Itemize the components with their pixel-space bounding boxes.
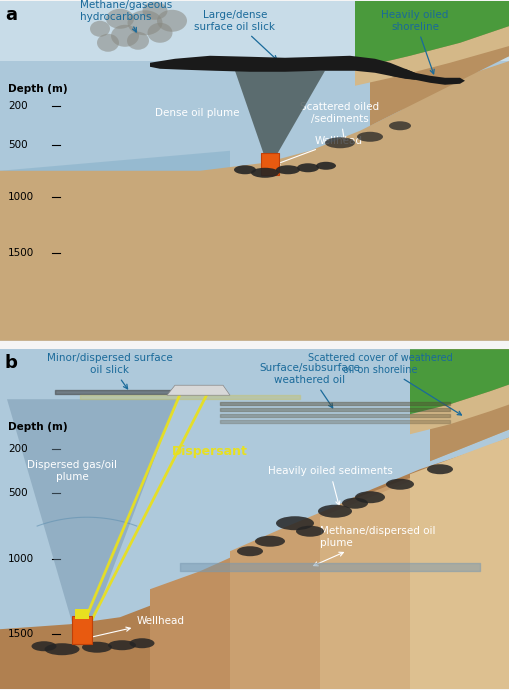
Polygon shape (409, 437, 509, 689)
Polygon shape (429, 349, 509, 461)
Ellipse shape (388, 121, 410, 130)
Ellipse shape (295, 526, 323, 537)
Polygon shape (7, 400, 177, 629)
Polygon shape (0, 61, 509, 341)
Text: a: a (5, 6, 17, 23)
Ellipse shape (108, 640, 136, 650)
Text: Dispersant: Dispersant (172, 445, 247, 457)
Ellipse shape (97, 34, 119, 52)
Ellipse shape (254, 535, 285, 546)
Ellipse shape (157, 10, 187, 32)
Text: Depth (m): Depth (m) (8, 422, 68, 432)
Ellipse shape (44, 643, 79, 656)
Text: Scattered cover of weathered
oil on shoreline: Scattered cover of weathered oil on shor… (307, 353, 461, 415)
Polygon shape (0, 61, 509, 241)
Text: b: b (5, 354, 18, 372)
Polygon shape (409, 349, 509, 414)
Polygon shape (319, 444, 509, 689)
Text: 200: 200 (8, 444, 27, 454)
Polygon shape (166, 385, 230, 395)
Polygon shape (150, 444, 509, 689)
Text: Surface/subsurface
weathered oil: Surface/subsurface weathered oil (259, 364, 360, 408)
Text: Minor/dispersed surface
oil slick: Minor/dispersed surface oil slick (47, 353, 173, 389)
Text: Large/dense
surface oil slick: Large/dense surface oil slick (194, 10, 276, 60)
Polygon shape (354, 26, 509, 86)
Bar (75, 609, 89, 619)
Text: Wellhead: Wellhead (84, 616, 185, 639)
Text: Wellhead: Wellhead (275, 136, 362, 165)
Ellipse shape (250, 168, 278, 178)
Text: 500: 500 (8, 140, 27, 150)
Text: Methane/dispersed oil
plume: Methane/dispersed oil plume (313, 526, 435, 566)
Polygon shape (0, 349, 509, 689)
Ellipse shape (296, 164, 318, 172)
Polygon shape (429, 349, 509, 461)
Polygon shape (0, 151, 230, 241)
Ellipse shape (127, 10, 162, 35)
Ellipse shape (82, 642, 112, 653)
Ellipse shape (426, 464, 452, 474)
Ellipse shape (275, 516, 314, 530)
Ellipse shape (147, 23, 172, 43)
Text: Scattered oiled
/sediments: Scattered oiled /sediments (300, 102, 379, 141)
Bar (261, 152, 278, 175)
Polygon shape (230, 444, 509, 689)
Ellipse shape (142, 2, 167, 20)
Text: Dense oil plume: Dense oil plume (155, 108, 239, 118)
Ellipse shape (111, 25, 139, 47)
Text: 1500: 1500 (8, 629, 34, 639)
Ellipse shape (32, 641, 56, 651)
Ellipse shape (354, 491, 384, 503)
Polygon shape (354, 1, 509, 69)
Ellipse shape (234, 166, 256, 175)
Ellipse shape (385, 479, 413, 490)
Bar (72, 616, 92, 644)
Text: 1000: 1000 (8, 554, 34, 564)
Text: Methane/gaseous
hydrocarbons: Methane/gaseous hydrocarbons (80, 0, 172, 32)
Text: Heavily oiled sediments: Heavily oiled sediments (267, 466, 391, 505)
Ellipse shape (90, 21, 110, 37)
Text: 200: 200 (8, 101, 27, 111)
Ellipse shape (106, 9, 134, 29)
Text: Heavily oiled
shoreline: Heavily oiled shoreline (381, 10, 448, 74)
Polygon shape (150, 56, 419, 80)
Text: 500: 500 (8, 489, 27, 498)
Polygon shape (0, 437, 509, 689)
Ellipse shape (356, 132, 382, 141)
Ellipse shape (316, 161, 335, 170)
Text: Depth (m): Depth (m) (8, 83, 68, 94)
Ellipse shape (127, 32, 149, 50)
Text: 1500: 1500 (8, 248, 34, 258)
Polygon shape (369, 1, 509, 126)
Polygon shape (389, 69, 464, 85)
Ellipse shape (237, 546, 263, 556)
Ellipse shape (129, 638, 154, 648)
Text: Dispersed gas/oil
plume: Dispersed gas/oil plume (27, 460, 117, 482)
Ellipse shape (318, 504, 351, 518)
Text: 1000: 1000 (8, 192, 34, 201)
Ellipse shape (275, 166, 299, 175)
Ellipse shape (342, 497, 367, 509)
Polygon shape (235, 71, 324, 158)
Ellipse shape (324, 137, 354, 148)
Polygon shape (369, 1, 509, 126)
Polygon shape (409, 384, 509, 434)
